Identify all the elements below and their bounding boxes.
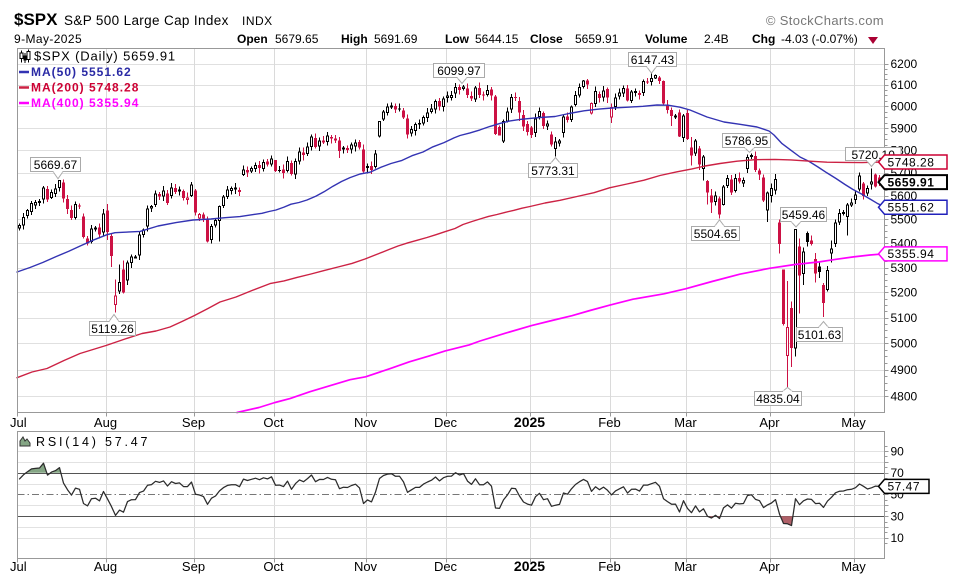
svg-text:$SPX (Daily) 5659.91: $SPX (Daily) 5659.91 [34, 49, 176, 64]
svg-text:MA(200) 5748.28: MA(200) 5748.28 [31, 81, 139, 95]
svg-text:4835.04: 4835.04 [756, 392, 800, 406]
svg-text:5101.63: 5101.63 [798, 328, 842, 342]
svg-text:5355.94: 5355.94 [888, 247, 935, 261]
svg-text:5000: 5000 [891, 337, 918, 351]
svg-text:May: May [841, 559, 866, 574]
svg-text:70: 70 [891, 466, 905, 480]
svg-text:90: 90 [891, 444, 905, 458]
svg-text:30: 30 [891, 509, 905, 523]
svg-text:5659.91: 5659.91 [888, 175, 935, 189]
svg-text:6147.43: 6147.43 [631, 53, 675, 67]
svg-text:Oct: Oct [263, 415, 284, 430]
svg-text:57.47: 57.47 [888, 480, 921, 494]
svg-text:Mar: Mar [674, 415, 697, 430]
svg-text:Aug: Aug [94, 415, 117, 430]
svg-text:5773.31: 5773.31 [531, 164, 575, 178]
svg-text:5669.67: 5669.67 [34, 158, 78, 172]
svg-text:5659.91: 5659.91 [575, 32, 619, 46]
svg-text:Sep: Sep [182, 559, 205, 574]
svg-text:4900: 4900 [891, 363, 918, 377]
svg-text:Apr: Apr [759, 415, 780, 430]
svg-text:Jul: Jul [10, 559, 27, 574]
svg-text:5748.28: 5748.28 [888, 155, 935, 169]
svg-text:2025: 2025 [514, 558, 545, 574]
svg-text:Feb: Feb [598, 415, 620, 430]
svg-text:Dec: Dec [434, 559, 458, 574]
svg-text:9-May-2025: 9-May-2025 [14, 32, 82, 46]
svg-text:May: May [841, 415, 866, 430]
svg-text:10: 10 [891, 531, 905, 545]
svg-text:6200: 6200 [891, 57, 918, 71]
svg-text:5300: 5300 [891, 261, 918, 275]
svg-text:6100: 6100 [891, 78, 918, 92]
svg-text:2.4B: 2.4B [704, 32, 729, 46]
svg-text:5459.46: 5459.46 [782, 208, 826, 222]
svg-text:Dec: Dec [434, 415, 458, 430]
svg-text:Aug: Aug [94, 559, 117, 574]
svg-text:Mar: Mar [674, 559, 697, 574]
svg-text:5644.15: 5644.15 [475, 32, 519, 46]
svg-text:Close: Close [530, 32, 563, 46]
svg-text:5504.65: 5504.65 [694, 227, 738, 241]
svg-text:Nov: Nov [354, 415, 378, 430]
svg-text:$SPX: $SPX [14, 10, 58, 29]
svg-text:5900: 5900 [891, 121, 918, 135]
svg-text:5100: 5100 [891, 311, 918, 325]
svg-text:Feb: Feb [598, 559, 620, 574]
svg-text:5119.26: 5119.26 [91, 322, 134, 336]
svg-text:5551.62: 5551.62 [888, 201, 935, 215]
svg-text:Sep: Sep [182, 415, 205, 430]
svg-text:Nov: Nov [354, 559, 378, 574]
svg-text:MA(50) 5551.62: MA(50) 5551.62 [31, 65, 132, 79]
svg-text:6099.97: 6099.97 [437, 64, 481, 78]
svg-text:High: High [341, 32, 368, 46]
svg-text:5691.69: 5691.69 [374, 32, 418, 46]
svg-text:RSI(14) 57.47: RSI(14) 57.47 [36, 435, 150, 449]
svg-text:5786.95: 5786.95 [725, 134, 769, 148]
svg-text:2025: 2025 [514, 414, 545, 430]
svg-text:6000: 6000 [891, 99, 918, 113]
svg-text:5679.65: 5679.65 [275, 32, 319, 46]
svg-text:Low: Low [445, 32, 470, 46]
svg-text:S&P 500 Large Cap Index: S&P 500 Large Cap Index [64, 13, 229, 28]
svg-text:© StockCharts.com: © StockCharts.com [766, 13, 884, 28]
svg-text:Chg: Chg [752, 32, 775, 46]
svg-text:Open: Open [237, 32, 268, 46]
svg-text:Oct: Oct [263, 559, 284, 574]
svg-text:Volume: Volume [645, 32, 688, 46]
svg-text:INDX: INDX [242, 14, 273, 28]
svg-text:4800: 4800 [891, 390, 918, 404]
svg-text:MA(400) 5355.94: MA(400) 5355.94 [31, 96, 139, 110]
svg-text:-4.03 (-0.07%): -4.03 (-0.07%) [781, 32, 858, 46]
svg-text:5200: 5200 [891, 286, 918, 300]
svg-text:Apr: Apr [759, 559, 780, 574]
svg-text:Jul: Jul [10, 415, 27, 430]
